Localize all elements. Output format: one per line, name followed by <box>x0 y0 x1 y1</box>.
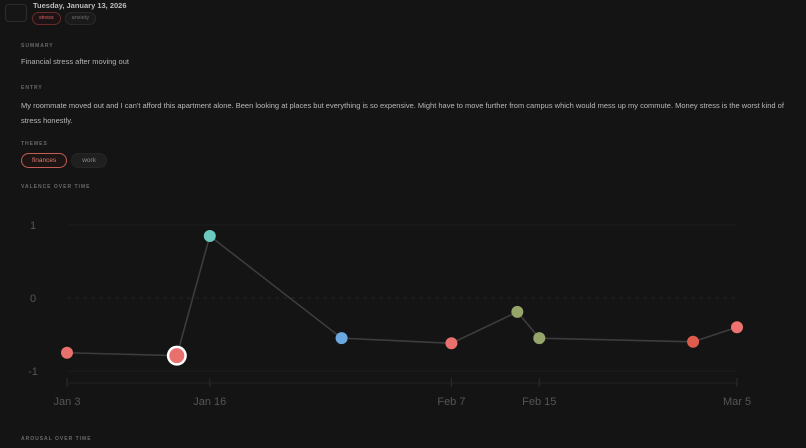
y-tick-label: 0 <box>30 293 36 305</box>
data-point[interactable] <box>61 346 73 359</box>
chart-grid <box>67 224 737 372</box>
entry-date: Tuesday, January 13, 2026 <box>33 1 127 10</box>
data-point-selected[interactable] <box>169 348 185 364</box>
x-tick-label: Feb 7 <box>437 396 465 408</box>
emotion-tags: stress anxiety <box>32 12 97 25</box>
data-point[interactable] <box>335 332 348 345</box>
data-point[interactable] <box>533 332 546 345</box>
theme-work[interactable]: work <box>71 153 107 168</box>
x-axis <box>66 378 738 387</box>
y-axis-labels: 1 0 -1 <box>28 220 38 378</box>
data-point[interactable] <box>203 229 216 242</box>
x-tick-label: Mar 5 <box>723 396 751 408</box>
y-tick-label: -1 <box>28 366 38 378</box>
themes-label: THEMES <box>21 141 48 147</box>
valence-chart: 1 0 -1 Jan 3 Jan 16 Feb 7 Feb 15 Mar 5 <box>28 220 752 408</box>
x-axis-labels: Jan 3 Jan 16 Feb 7 Feb 15 Mar 5 <box>54 396 752 408</box>
data-points <box>61 229 743 366</box>
data-point[interactable] <box>731 321 743 334</box>
data-point[interactable] <box>445 337 458 350</box>
summary-text: Financial stress after moving out <box>21 57 129 66</box>
x-tick-label: Feb 15 <box>522 396 556 408</box>
data-point[interactable] <box>511 305 524 318</box>
theme-finances[interactable]: finances <box>21 153 68 168</box>
entry-text: My roommate moved out and I can't afford… <box>21 101 784 125</box>
entry-label: ENTRY <box>21 85 43 91</box>
summary-label: SUMMARY <box>21 43 54 49</box>
themes-list: finances work <box>21 153 107 168</box>
valence-label: VALENCE OVER TIME <box>21 184 91 190</box>
data-point[interactable] <box>687 335 700 348</box>
entry-thumbnail[interactable] <box>5 4 27 22</box>
arousal-label: AROUSAL OVER TIME <box>21 436 92 442</box>
tag-stress[interactable]: stress <box>32 12 61 25</box>
y-tick-label: 1 <box>30 220 36 232</box>
x-tick-label: Jan 16 <box>193 396 226 408</box>
valence-line <box>66 234 738 357</box>
tag-anxiety[interactable]: anxiety <box>64 12 97 25</box>
x-tick-label: Jan 3 <box>54 396 81 408</box>
